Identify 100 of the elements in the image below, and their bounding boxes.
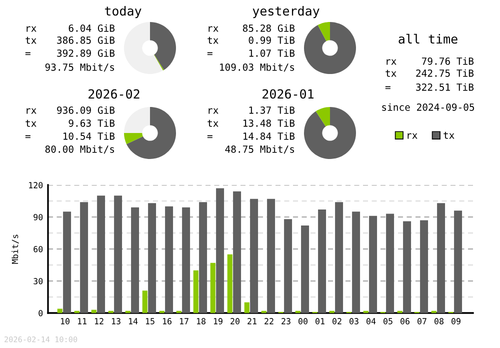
donut-slice — [316, 107, 330, 126]
text: 0.99 TiB — [248, 36, 295, 44]
text: rx — [208, 26, 218, 32]
text: 109.03 Mbit/s — [220, 63, 294, 72]
bar — [250, 198, 258, 313]
text: 13.48 TiB — [243, 119, 295, 127]
text: = — [207, 135, 212, 138]
donut-slice — [124, 107, 150, 133]
bar — [403, 221, 412, 313]
bar — [114, 196, 122, 313]
x-tick-label: 21 — [248, 318, 256, 324]
text: 9.63 TiB — [68, 119, 115, 127]
bar — [91, 310, 96, 313]
bar — [142, 290, 148, 313]
x-tick-label: 08 — [434, 318, 444, 324]
text: tx — [26, 36, 36, 44]
text: 48.75 Mbit/s — [225, 145, 294, 154]
x-tick-label: 00 — [298, 318, 308, 324]
text: 386.85 GiB — [57, 36, 115, 44]
text: rx — [26, 108, 36, 114]
bar — [199, 202, 208, 313]
bar — [193, 270, 198, 313]
text: rx — [386, 59, 396, 65]
bar — [369, 216, 378, 313]
bar — [335, 202, 344, 313]
bar — [216, 188, 224, 313]
bar — [80, 202, 88, 313]
x-tick-label: 04 — [366, 318, 376, 324]
text: tx — [208, 36, 218, 44]
text: 6.04 GiB — [68, 24, 115, 32]
text: 936.09 GiB — [57, 106, 115, 114]
x-tick-label: 09 — [452, 318, 460, 324]
bar — [131, 207, 140, 313]
text: = — [25, 52, 30, 56]
x-tick-label: 05 — [384, 318, 392, 324]
text: 14.84 TiB — [243, 132, 295, 140]
bar — [148, 203, 156, 313]
donut-slice — [124, 22, 163, 74]
donut-slice — [126, 107, 176, 159]
text: rx — [26, 26, 36, 32]
x-tick-label: 13 — [112, 318, 120, 324]
text: 10.54 TiB — [63, 132, 115, 140]
donut-slice — [304, 107, 356, 159]
x-tick-label: 12 — [94, 318, 104, 324]
bar — [57, 308, 62, 313]
text: tx — [26, 120, 36, 127]
text: 322.51 TiB — [416, 83, 474, 91]
bar — [165, 206, 174, 313]
donut-slice — [124, 133, 143, 144]
donut-slice — [150, 22, 176, 70]
text: 80.00 Mbit/s — [45, 145, 114, 154]
bar — [318, 210, 326, 313]
text: = — [385, 86, 390, 90]
x-tick-label: 14 — [128, 318, 138, 324]
text: 79.76 TiB — [422, 57, 474, 65]
x-tick-label: 15 — [146, 318, 154, 324]
chart-title: yesterday — [252, 6, 320, 18]
x-tick-label: 06 — [400, 318, 410, 324]
bar — [210, 262, 216, 313]
bar — [182, 207, 190, 313]
text: = — [207, 52, 212, 56]
text: 93.75 Mbit/s — [45, 63, 114, 72]
x-tick-label: 20 — [230, 318, 240, 324]
text: 1.37 TiB — [249, 106, 295, 114]
text: 1.07 TiB — [249, 49, 295, 57]
y-tick-label: 90 — [34, 214, 43, 220]
x-tick-label: 10 — [60, 318, 70, 324]
x-tick-label: 11 — [78, 318, 86, 324]
donut-slice — [318, 22, 330, 42]
bar — [420, 220, 428, 313]
bar — [352, 212, 360, 313]
text: rx — [208, 108, 218, 114]
text: 85.28 GiB — [242, 24, 295, 32]
bar — [63, 212, 72, 313]
legend-label: rx — [408, 133, 418, 139]
x-tick-label: 07 — [418, 318, 426, 324]
bar — [267, 198, 276, 313]
text: tx — [386, 70, 396, 77]
chart-title: 2026-01 — [262, 89, 314, 99]
text: 392.89 GiB — [57, 49, 115, 57]
y-tick-label: 30 — [34, 278, 43, 284]
y-tick-label: 60 — [34, 246, 43, 252]
text: 242.75 TiB — [416, 69, 474, 77]
bar — [386, 214, 394, 313]
text: tx — [208, 120, 218, 127]
x-tick-label: 19 — [214, 318, 222, 324]
x-tick-label: 23 — [282, 318, 290, 324]
donut-slice — [304, 22, 356, 74]
x-tick-label: 02 — [332, 318, 342, 324]
x-tick-label: 16 — [162, 318, 172, 324]
text: = — [25, 135, 30, 138]
x-tick-label: 01 — [316, 318, 324, 324]
bar — [437, 203, 446, 313]
x-tick-label: 17 — [180, 318, 188, 324]
bar — [301, 226, 310, 313]
x-tick-label: 18 — [196, 318, 206, 324]
chart-title: 2026-02 — [88, 89, 140, 99]
x-tick-label: 03 — [350, 318, 358, 324]
y-axis-title: Mbit/s — [12, 234, 19, 264]
donut-slice — [154, 54, 164, 71]
